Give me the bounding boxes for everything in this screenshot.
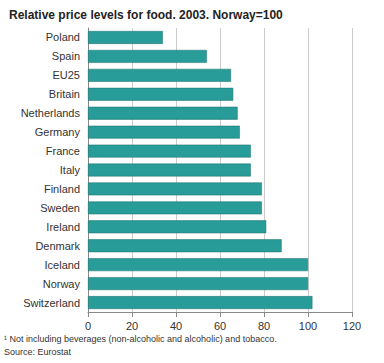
svg-text:120: 120 bbox=[343, 320, 361, 332]
svg-text:Iceland: Iceland bbox=[45, 259, 80, 271]
svg-text:Britain: Britain bbox=[49, 88, 80, 100]
svg-text:Relative price levels for food: Relative price levels for food. 2003. No… bbox=[9, 8, 283, 22]
svg-text:Norway: Norway bbox=[43, 278, 81, 290]
svg-text:100: 100 bbox=[299, 320, 317, 332]
svg-text:¹ Not including beverages (non: ¹ Not including beverages (non-alcoholic… bbox=[4, 334, 277, 344]
svg-text:EU25: EU25 bbox=[52, 69, 80, 81]
svg-text:60: 60 bbox=[214, 320, 226, 332]
svg-text:Netherlands: Netherlands bbox=[21, 107, 81, 119]
svg-text:Sweden: Sweden bbox=[40, 202, 80, 214]
svg-text:Source: Eurostat: Source: Eurostat bbox=[4, 347, 72, 357]
svg-text:Ireland: Ireland bbox=[46, 221, 80, 233]
svg-text:80: 80 bbox=[258, 320, 270, 332]
svg-text:Finland: Finland bbox=[44, 183, 80, 195]
svg-text:Germany: Germany bbox=[35, 126, 81, 138]
svg-text:Denmark: Denmark bbox=[35, 240, 80, 252]
svg-text:Italy: Italy bbox=[60, 164, 81, 176]
svg-text:France: France bbox=[46, 145, 80, 157]
svg-text:Switzerland: Switzerland bbox=[23, 297, 80, 309]
svg-text:Poland: Poland bbox=[46, 31, 80, 43]
svg-text:20: 20 bbox=[126, 320, 138, 332]
svg-text:Spain: Spain bbox=[52, 50, 80, 62]
svg-text:40: 40 bbox=[170, 320, 182, 332]
svg-text:0: 0 bbox=[85, 320, 91, 332]
